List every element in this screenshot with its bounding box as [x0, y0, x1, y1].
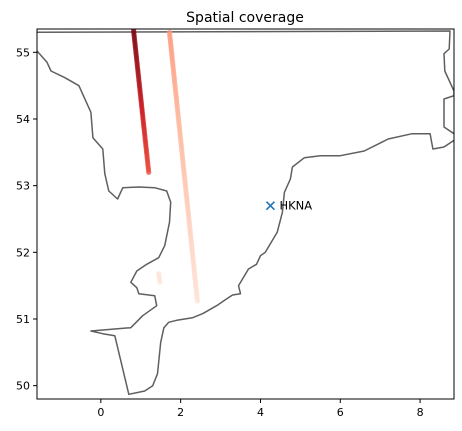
x-tick-label: 6: [337, 406, 344, 419]
station-layer: HKNA: [265, 199, 312, 213]
y-tick-label: 53: [16, 180, 30, 193]
x-axis: 0 2 4 6 8: [97, 399, 424, 419]
emission-points: [131, 29, 200, 304]
plot-area: [37, 29, 454, 396]
y-axis: 50 51 52 53 54 55: [16, 46, 37, 393]
y-tick-label: 55: [16, 46, 30, 59]
plot-frame: [36, 28, 455, 400]
station-marker: [265, 201, 276, 211]
x-tick-label: 4: [257, 406, 264, 419]
emission-point: [194, 298, 200, 304]
x-tick-label: 2: [177, 406, 184, 419]
y-tick-label: 51: [16, 313, 30, 326]
y-tick-label: 52: [16, 246, 30, 259]
y-tick-label: 50: [16, 380, 30, 393]
emission-point: [146, 169, 152, 175]
x-tick-label: 8: [417, 406, 424, 419]
y-tick-label: 54: [16, 113, 30, 126]
chart-title: Spatial coverage: [186, 10, 304, 26]
coastline: [37, 30, 454, 396]
station-marker-stroke: [265, 201, 276, 211]
emission-point: [157, 279, 163, 285]
x-tick-label: 0: [97, 406, 104, 419]
station-label: HKNA: [279, 199, 312, 213]
